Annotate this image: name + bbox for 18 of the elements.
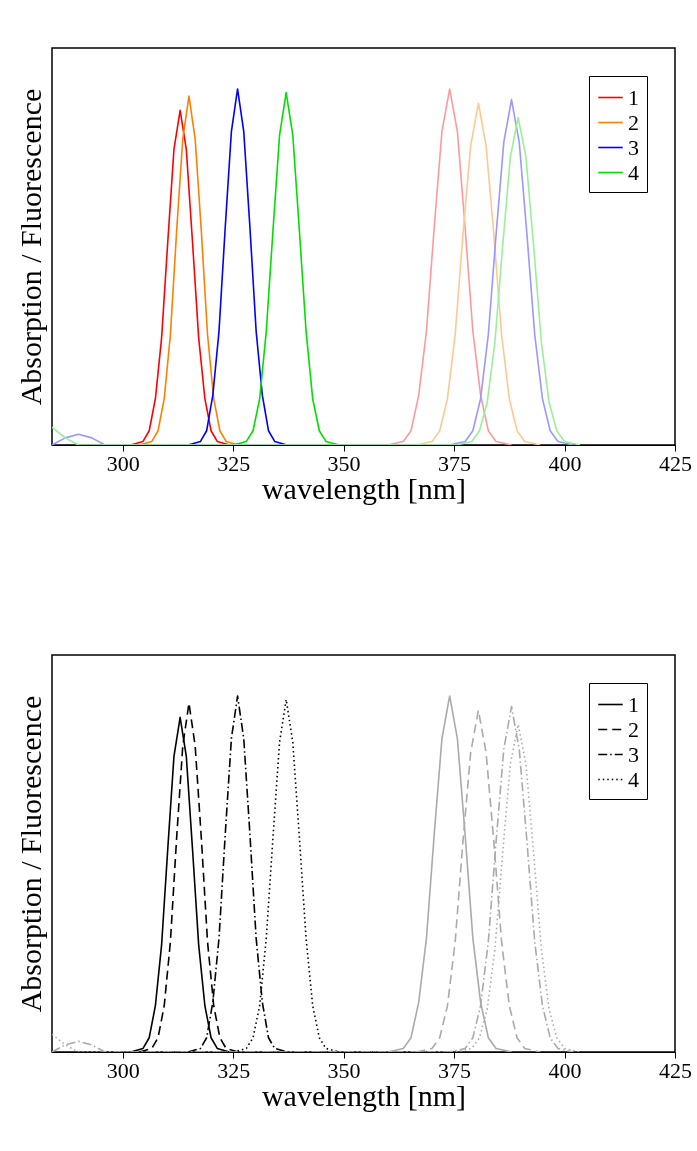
legend-label: 3 (628, 741, 639, 767)
x-tick-label: 400 (548, 450, 582, 476)
legend-label: 1 (628, 84, 639, 110)
legend-label: 2 (628, 109, 639, 135)
legend-label: 3 (628, 134, 639, 160)
x-tick-label: 325 (217, 1057, 251, 1083)
legend-label: 1 (628, 691, 639, 717)
x-tick-label: 300 (106, 450, 140, 476)
legend-label: 2 (628, 716, 639, 742)
x-tick-label: 425 (659, 450, 692, 476)
y-axis-title: Absorption / Fluorescence (13, 88, 47, 406)
x-tick-label: 425 (659, 1057, 692, 1083)
y-axis-title: Absorption / Fluorescence (13, 695, 47, 1013)
x-tick-label: 325 (217, 450, 251, 476)
x-tick-label: 300 (106, 1057, 140, 1083)
legend-label: 4 (628, 159, 639, 185)
x-tick-label: 400 (548, 1057, 582, 1083)
legend-label: 4 (628, 766, 639, 792)
